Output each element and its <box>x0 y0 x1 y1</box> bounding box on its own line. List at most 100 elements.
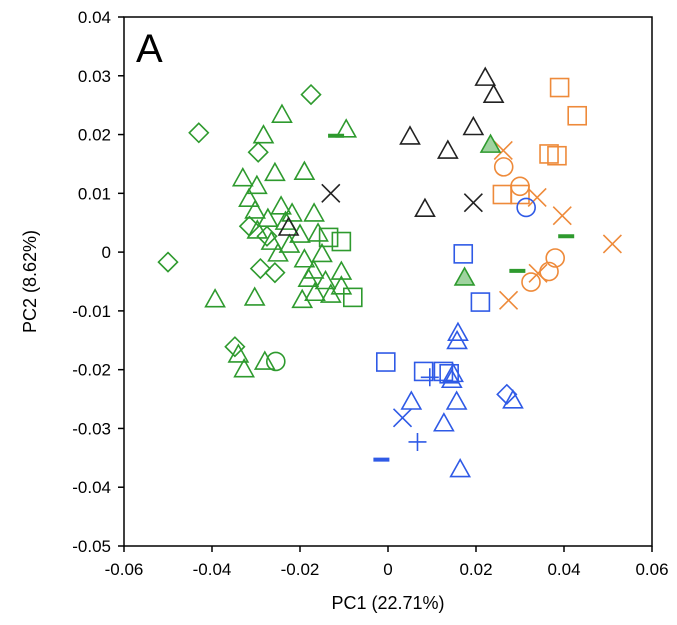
data-point-green-triangle <box>293 248 316 268</box>
data-point-orange-cross <box>527 187 547 208</box>
data-point-black-triangle <box>277 216 300 236</box>
data-point-green-triangle <box>233 358 255 378</box>
data-point-green-triangle <box>297 267 320 287</box>
data-point-black-triangle <box>436 139 459 159</box>
ticks-layer: -0.06 -0.04 -0.02 0 0.02 0.04 0.06 -0.05 -0.04 -0… <box>72 8 668 579</box>
data-point-green-square <box>318 227 339 248</box>
x-tick-label: 0.04 <box>547 560 580 579</box>
data-point-blue-triangle <box>445 390 468 410</box>
data-point-green-square <box>331 231 352 252</box>
data-point-green-triangle <box>257 207 279 227</box>
data-point-black-triangle <box>399 125 421 145</box>
data-point-green-triangle <box>293 160 316 180</box>
data-point-green-square <box>342 287 363 308</box>
data-point-black-cross <box>463 193 483 213</box>
data-point-green-triangle <box>253 350 276 370</box>
y-tick-label: 0.03 <box>78 67 111 86</box>
data-point-orange-cross <box>498 290 519 310</box>
data-point-blue-triangle <box>449 457 472 478</box>
data-point-black-triangle <box>414 197 436 218</box>
data-point-orange-square <box>547 145 567 166</box>
data-point-blue-circle <box>516 197 536 218</box>
data-point-green-triangle <box>271 103 293 123</box>
data-point-orange-cross <box>493 140 513 160</box>
data-point-green-triangle <box>244 199 266 219</box>
data-point-blue-plus <box>408 432 427 451</box>
data-point-orange-circle <box>493 157 514 177</box>
data-point-black-triangle <box>482 83 505 103</box>
data-point-green-triangle_filled <box>453 266 476 286</box>
panel-label: A <box>136 27 163 71</box>
y-tick-label: -0.05 <box>72 537 111 556</box>
x-tick-label: -0.02 <box>281 560 320 579</box>
data-point-green-diamond <box>224 336 246 358</box>
data-point-blue-triangle <box>442 362 464 383</box>
data-point-blue-square <box>413 361 434 382</box>
data-point-black-cross <box>321 183 341 203</box>
data-point-blue-diamond <box>496 383 518 405</box>
data-point-green-triangle <box>278 233 301 253</box>
data-point-blue-triangle <box>502 389 524 409</box>
data-point-orange-square <box>567 105 588 126</box>
data-point-green-diamond <box>247 141 269 163</box>
data-point-green-triangle <box>243 286 266 306</box>
data-point-blue-square <box>470 292 491 312</box>
data-point-green-triangle <box>204 288 226 308</box>
y-tick-label: 0 <box>102 243 111 262</box>
data-point-green-triangle <box>264 161 286 182</box>
data-point-green-diamond <box>157 251 179 273</box>
data-point-green-triangle <box>289 223 311 243</box>
data-point-green-triangle <box>252 124 275 144</box>
data-point-blue-square <box>453 244 474 264</box>
data-point-green-triangle_filled <box>479 133 502 153</box>
data-point-green-triangle <box>281 202 303 222</box>
x-tick-label: -0.04 <box>193 560 232 579</box>
y-tick-label: 0.02 <box>78 126 111 145</box>
data-point-green-triangle <box>238 187 260 208</box>
data-point-green-diamond <box>238 215 261 237</box>
x-tick-label: 0.02 <box>459 560 492 579</box>
marks-layer <box>157 66 622 478</box>
x-axis-title: PC1 (22.71%) <box>331 593 444 613</box>
data-point-blue-square <box>375 352 396 372</box>
data-point-green-triangle <box>231 166 254 187</box>
data-point-green-triangle <box>335 118 358 138</box>
data-point-green-triangle <box>307 222 329 242</box>
data-point-orange-square <box>539 144 559 164</box>
y-tick-label: 0.04 <box>78 8 111 27</box>
data-point-black-triangle <box>462 115 485 136</box>
data-point-blue-triangle <box>433 412 455 432</box>
data-point-green-triangle <box>311 242 333 263</box>
data-point-orange-cross <box>602 234 622 254</box>
data-point-blue-cross <box>392 408 413 428</box>
y-tick-label: -0.01 <box>72 302 111 321</box>
data-point-blue-triangle <box>440 368 463 389</box>
data-point-blue-triangle <box>447 321 469 342</box>
data-point-green-diamond <box>188 122 210 144</box>
data-point-green-triangle <box>260 230 283 250</box>
data-point-green-triangle <box>270 195 292 215</box>
data-point-green-circle <box>265 351 286 372</box>
data-point-green-triangle <box>304 281 326 302</box>
y-tick-label: -0.02 <box>72 361 111 380</box>
y-tick-label: -0.03 <box>72 419 111 438</box>
x-tick-label: -0.06 <box>105 560 144 579</box>
data-point-orange-cross <box>552 206 572 226</box>
data-point-green-diamond <box>300 83 322 106</box>
y-tick-label: 0.01 <box>78 184 111 203</box>
y-axis-title: PC2 (8.62%) <box>20 230 40 333</box>
data-point-orange-square <box>510 184 530 205</box>
data-point-green-triangle <box>330 275 353 295</box>
data-point-orange-square <box>549 77 570 98</box>
data-point-green-triangle <box>314 269 337 290</box>
data-point-orange-circle <box>510 176 530 197</box>
data-point-green-triangle <box>227 343 250 363</box>
data-point-orange-circle <box>545 248 566 268</box>
x-tick-label: 0 <box>383 560 392 579</box>
data-point-green-triangle <box>330 260 353 280</box>
data-point-orange-circle <box>521 272 541 292</box>
x-tick-label: 0.06 <box>635 560 668 579</box>
data-point-orange-cross <box>528 263 548 283</box>
